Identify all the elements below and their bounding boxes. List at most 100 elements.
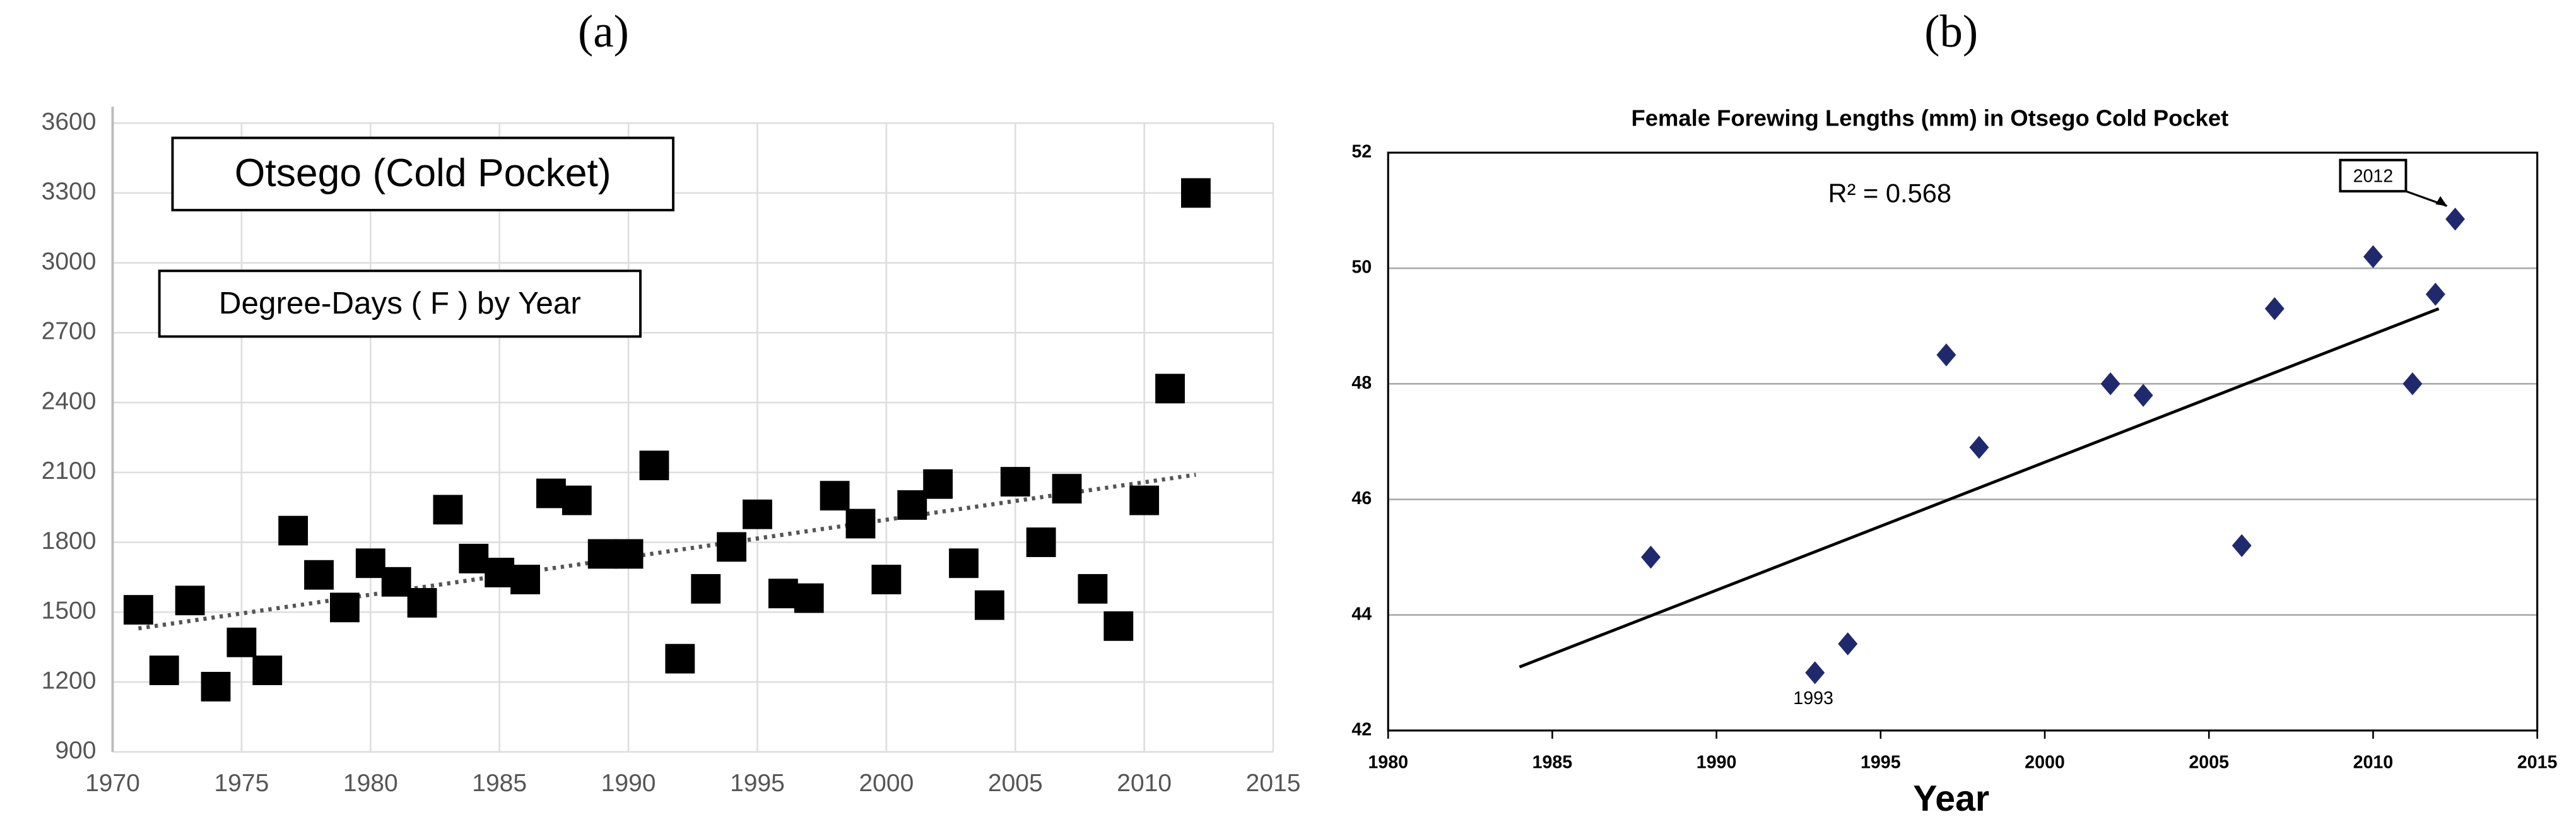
point xyxy=(1103,611,1134,641)
x-tick-label: 2010 xyxy=(1117,770,1172,797)
y-tick-label: 2700 xyxy=(42,318,97,345)
y-tick-label: 2100 xyxy=(42,457,97,485)
y-tick-label: 52 xyxy=(1351,142,1372,162)
point xyxy=(226,627,257,657)
point xyxy=(1155,373,1185,404)
x-tick-label: 1980 xyxy=(1368,752,1408,772)
x-tick-label: 2005 xyxy=(988,770,1043,797)
y-tick-label: 1800 xyxy=(42,527,97,555)
point xyxy=(1026,527,1056,557)
point xyxy=(717,532,747,562)
point xyxy=(1078,573,1108,604)
x-tick-label: 2000 xyxy=(859,770,914,797)
x-tick-label: 1980 xyxy=(343,770,398,797)
point xyxy=(252,656,283,685)
panel-label: (a) xyxy=(578,6,629,57)
point xyxy=(536,478,566,509)
trend-line xyxy=(138,473,1196,631)
plot-frame xyxy=(1387,151,2539,732)
point xyxy=(2264,297,2285,320)
annotation-box xyxy=(2339,158,2408,193)
y-tick-label: 3300 xyxy=(42,178,97,205)
x-tick-label: 2010 xyxy=(2353,752,2394,772)
point xyxy=(1805,661,1825,685)
point xyxy=(2425,283,2445,306)
point xyxy=(949,548,979,579)
x-axis-label: Year xyxy=(1913,779,1989,819)
y-tick-label: 1200 xyxy=(42,667,97,694)
x-tick-label: 2015 xyxy=(1246,770,1301,797)
point xyxy=(1052,474,1082,504)
point xyxy=(329,592,360,623)
point xyxy=(691,573,721,604)
point xyxy=(304,560,334,590)
x-tick-label: 2015 xyxy=(2517,752,2558,772)
y-tick-label: 48 xyxy=(1351,373,1372,393)
point xyxy=(407,588,437,618)
point xyxy=(1000,467,1030,497)
trend-line xyxy=(1519,307,2440,669)
point xyxy=(1641,545,1661,569)
point xyxy=(1129,485,1160,515)
point xyxy=(794,583,824,613)
annotation: 2012 xyxy=(2353,167,2394,187)
point xyxy=(845,509,876,539)
point xyxy=(768,579,798,609)
y-tick-label: 42 xyxy=(1351,719,1372,739)
annotation: Otsego (Cold Pocket) xyxy=(235,151,611,195)
point xyxy=(459,543,489,573)
point xyxy=(665,644,695,674)
point xyxy=(2445,208,2465,231)
annotation: Degree-Days ( F ) by Year xyxy=(219,286,581,320)
point xyxy=(1936,343,1956,367)
point xyxy=(433,495,463,525)
y-tick-label: 46 xyxy=(1351,488,1372,509)
y-tick-label: 900 xyxy=(55,737,96,764)
point xyxy=(923,469,953,499)
chart-title: Female Forewing Lengths (mm) in Otsego C… xyxy=(1632,105,2229,131)
x-tick-label: 1975 xyxy=(214,770,269,797)
y-tick-label: 50 xyxy=(1351,257,1372,278)
x-tick-label: 1970 xyxy=(85,770,140,797)
arrow-head xyxy=(2435,196,2447,206)
point xyxy=(897,490,927,520)
point xyxy=(381,567,411,597)
y-tick-label: 3000 xyxy=(42,248,97,275)
point xyxy=(485,558,515,587)
x-tick-label: 1985 xyxy=(1532,752,1573,772)
y-tick-label: 2400 xyxy=(42,387,97,414)
point xyxy=(974,590,1004,620)
annotation-box xyxy=(158,269,642,338)
x-tick-label: 1995 xyxy=(1861,752,1901,772)
x-tick-label: 1990 xyxy=(1697,752,1737,772)
point xyxy=(510,565,540,594)
point xyxy=(871,565,902,594)
point xyxy=(355,548,385,579)
point xyxy=(743,499,772,529)
x-tick-label: 2005 xyxy=(2189,752,2229,772)
point xyxy=(123,595,153,625)
x-tick-label: 1985 xyxy=(472,770,527,797)
x-tick-label: 1995 xyxy=(730,770,785,797)
x-tick-label: 2000 xyxy=(2025,752,2065,772)
point xyxy=(587,539,618,569)
y-tick-label: 44 xyxy=(1351,604,1372,624)
point xyxy=(201,671,231,702)
point xyxy=(1969,435,1989,459)
annotation: 1993 xyxy=(1793,688,1833,708)
annotation: R² = 0.568 xyxy=(1828,179,1952,208)
point xyxy=(175,585,205,616)
y-tick-label: 3600 xyxy=(42,108,97,135)
point xyxy=(2133,384,2153,407)
point xyxy=(2100,372,2120,396)
point xyxy=(639,450,669,481)
point xyxy=(278,515,309,546)
panel-label: (b) xyxy=(1924,6,1978,57)
point xyxy=(149,656,179,685)
point xyxy=(613,539,644,569)
point xyxy=(2363,245,2383,269)
x-tick-label: 1990 xyxy=(601,770,656,797)
annotation-box xyxy=(171,136,675,212)
point xyxy=(820,481,850,511)
